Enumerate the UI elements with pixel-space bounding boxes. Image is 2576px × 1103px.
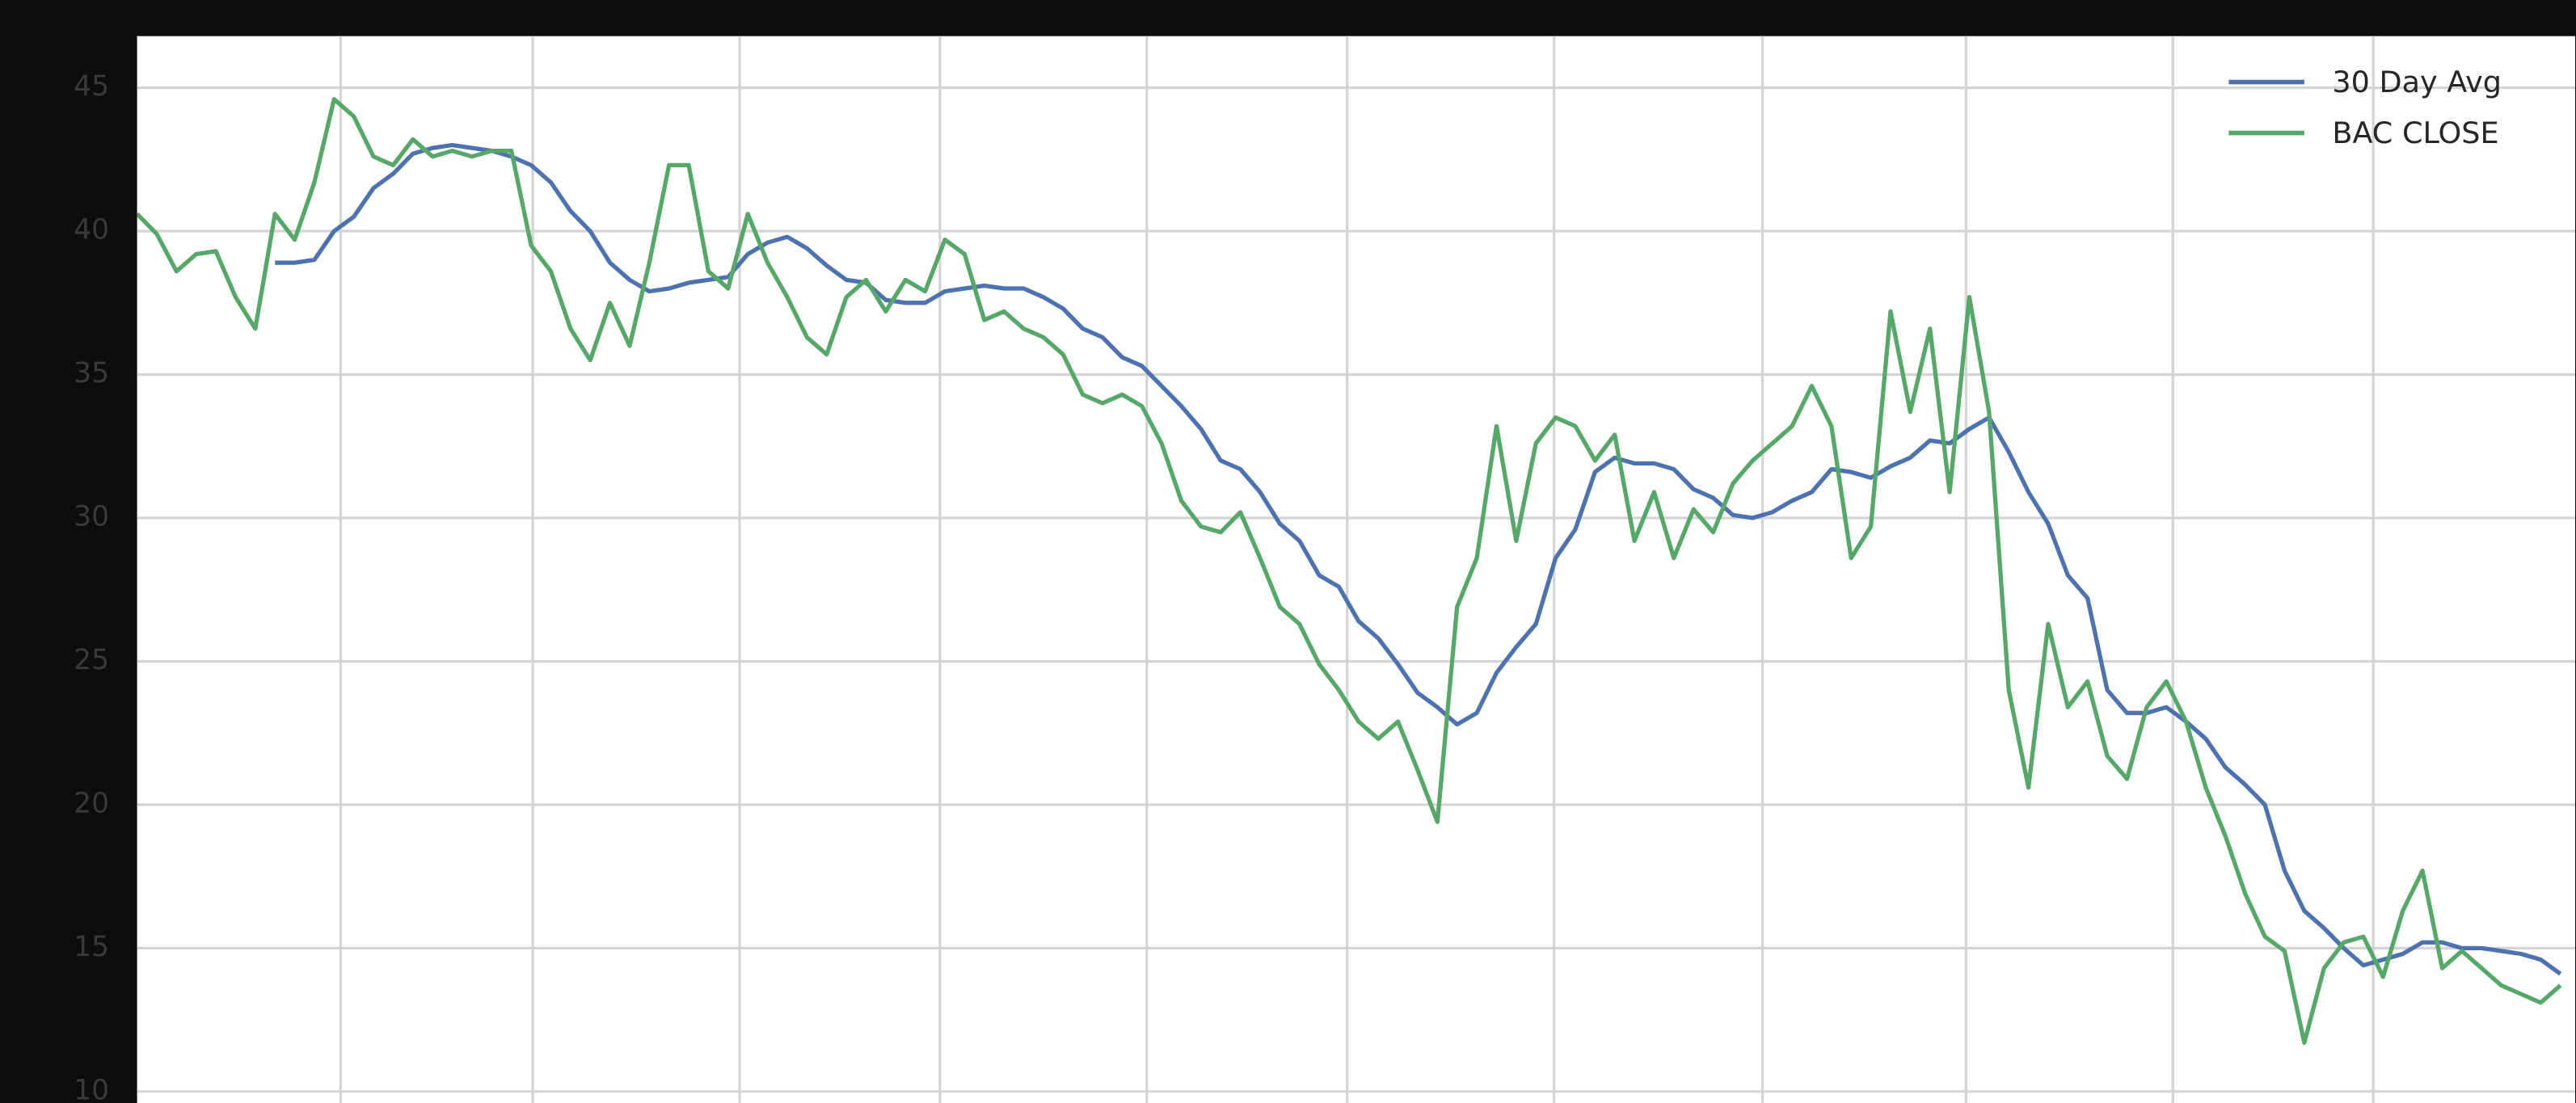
y-tick-label: 20 xyxy=(74,787,109,819)
y-tick-label: 10 xyxy=(74,1074,109,1103)
y-tick-label: 45 xyxy=(74,70,109,103)
lines xyxy=(137,97,2562,1046)
y-tick-label: 25 xyxy=(74,644,109,676)
legend: 30 Day Avg BAC CLOSE xyxy=(2228,65,2502,150)
x-grid xyxy=(339,36,2375,1103)
y-tick-label: 15 xyxy=(74,931,109,963)
series-line xyxy=(137,97,2562,1046)
legend-label: 30 Day Avg xyxy=(2332,65,2502,99)
plot-area xyxy=(137,36,2575,1103)
series-line xyxy=(275,142,2562,976)
y-grid xyxy=(137,86,2575,1093)
y-tick-label: 30 xyxy=(74,500,109,533)
y-tick-labels: 10 15 20 25 30 35 40 45 xyxy=(74,70,109,1103)
y-tick-label: 35 xyxy=(74,357,109,389)
y-tick-label: 40 xyxy=(74,214,109,246)
legend-label: BAC CLOSE xyxy=(2332,116,2498,150)
